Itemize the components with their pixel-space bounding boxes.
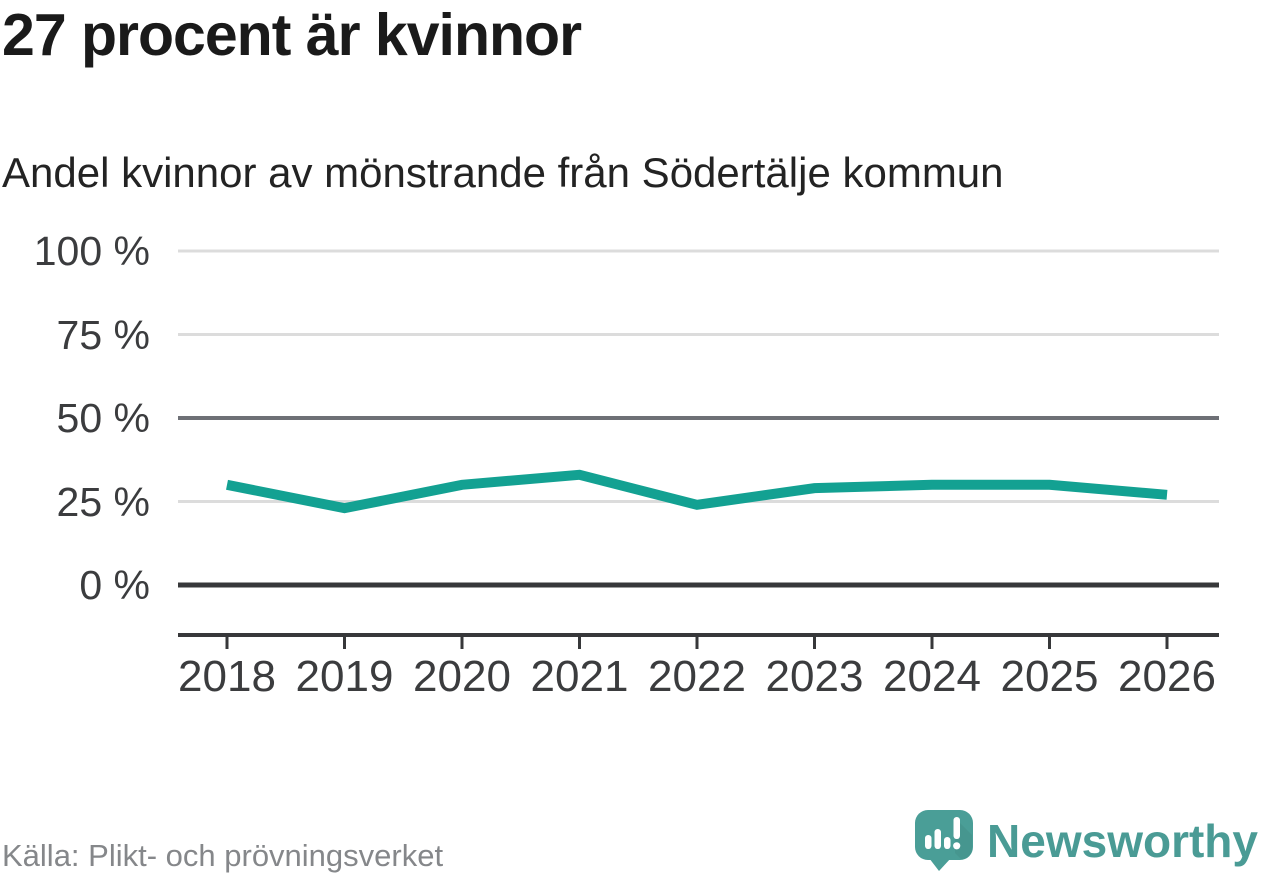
y-axis-label: 0 % <box>79 562 150 608</box>
source-note: Källa: Plikt- och prövningsverket <box>2 838 444 873</box>
data-line <box>226 469 1168 514</box>
newsworthy-logo-icon <box>915 810 974 871</box>
x-axis-label: 2018 <box>178 652 276 701</box>
x-axis-label: 2019 <box>295 652 394 701</box>
chart-subtitle: Andel kvinnor av mönstrande från Södertä… <box>2 149 1004 196</box>
newsworthy-logo: Newsworthy <box>915 810 1258 872</box>
x-axis-label: 2023 <box>765 652 864 701</box>
y-axis-label: 25 % <box>56 478 150 525</box>
x-axis-label: 2025 <box>1000 652 1099 701</box>
y-axis-label: 100 % <box>33 228 150 274</box>
x-axis-label: 2021 <box>530 652 629 701</box>
y-axis-label: 50 % <box>56 395 150 441</box>
x-axis-label: 2024 <box>883 652 981 701</box>
x-axis-label: 2022 <box>648 652 746 701</box>
chart-title: 27 procent är kvinnor <box>2 2 582 68</box>
x-axis-label: 2020 <box>413 652 511 701</box>
y-axis-label: 75 % <box>56 311 150 358</box>
x-axis-label: 2026 <box>1118 652 1216 701</box>
newsworthy-logo-text: Newsworthy <box>987 815 1258 867</box>
